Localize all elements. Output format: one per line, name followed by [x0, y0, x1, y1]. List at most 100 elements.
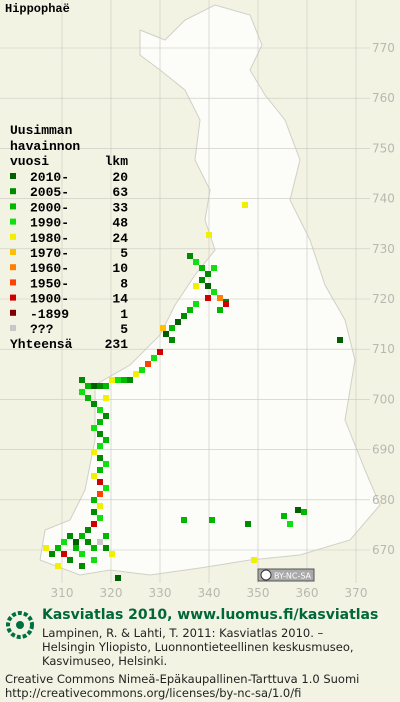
grid-label: 730 [372, 242, 395, 256]
grid-label: 770 [372, 41, 395, 55]
occurrence-square [205, 295, 211, 301]
occurrence-square [217, 307, 223, 313]
occurrence-square [97, 467, 103, 473]
legend-count: 5 [120, 246, 128, 261]
occurrence-square [242, 202, 248, 208]
logo [6, 611, 34, 639]
occurrence-square [103, 461, 109, 467]
occurrence-square [205, 271, 211, 277]
legend-label: ??? [30, 322, 54, 337]
occurrence-square [187, 253, 193, 259]
occurrence-square [157, 349, 163, 355]
legend-count: 20 [112, 170, 128, 185]
occurrence-square [337, 337, 343, 343]
legend-label: 1990- [30, 216, 69, 231]
grid-label: 750 [372, 141, 395, 155]
grid-label: 370 [345, 586, 368, 600]
grid-label: 320 [100, 586, 123, 600]
occurrence-square [209, 517, 215, 523]
occurrence-square [181, 517, 187, 523]
legend-label: -1899 [30, 307, 69, 322]
occurrence-square [91, 473, 97, 479]
occurrence-square [301, 509, 307, 515]
legend-count: 1 [120, 307, 128, 322]
grid-label: 310 [51, 586, 74, 600]
legend-count: 48 [112, 216, 128, 231]
occurrence-square [193, 283, 199, 289]
occurrence-square [223, 301, 229, 307]
citation-line: Helsingin Yliopisto, Luonnontieteellinen… [42, 640, 354, 654]
occurrence-square [217, 295, 223, 301]
occurrence-square [187, 307, 193, 313]
legend-count: 14 [112, 292, 128, 307]
occurrence-square [151, 355, 157, 361]
occurrence-square [103, 545, 109, 551]
occurrence-square [139, 367, 145, 373]
grid-label: 710 [372, 342, 395, 356]
occurrence-square [79, 563, 85, 569]
occurrence-square [91, 521, 97, 527]
occurrence-square [199, 265, 205, 271]
grid-label: 360 [296, 586, 319, 600]
legend-header: havainnon [10, 139, 80, 154]
occurrence-square [49, 551, 55, 557]
legend-count: 63 [112, 185, 128, 200]
occurrence-square [115, 377, 121, 383]
grid-label: 340 [198, 586, 221, 600]
legend-label: 1970- [30, 246, 69, 261]
occurrence-square [97, 491, 103, 497]
occurrence-square [103, 533, 109, 539]
occurrence-square [133, 371, 139, 377]
legend-label: 1980- [30, 231, 69, 246]
occurrence-square [97, 455, 103, 461]
grid-label: 700 [372, 392, 395, 406]
occurrence-square [73, 545, 79, 551]
occurrence-square [97, 431, 103, 437]
occurrence-square [61, 551, 67, 557]
license-badge: BY-NC-SA [257, 568, 315, 582]
occurrence-square [91, 497, 97, 503]
legend: Uusimman havainnon vuosi lkm 2010- 20 2005… [10, 123, 128, 352]
legend-header: lkm [105, 154, 129, 169]
legend-swatch [10, 309, 16, 316]
occurrence-square [97, 383, 103, 389]
occurrence-square [55, 545, 61, 551]
legend-swatch [10, 279, 16, 286]
grid-label: 690 [372, 443, 395, 457]
grid-label: 680 [372, 493, 395, 507]
occurrence-square [79, 533, 85, 539]
legend-swatch [10, 325, 16, 331]
legend-swatch [10, 294, 16, 301]
legend-label: 1900- [30, 292, 69, 307]
occurrence-square [103, 413, 109, 419]
occurrence-square [85, 527, 91, 533]
license-line: http://creativecommons.org/licenses/by-n… [5, 686, 301, 700]
occurrence-square [91, 425, 97, 431]
badge-text: BY-NC-SA [274, 572, 312, 581]
legend-total: 231 [105, 337, 129, 352]
occurrence-square [97, 419, 103, 425]
occurrence-square [91, 383, 97, 389]
legend-count: 24 [112, 231, 128, 246]
legend-swatch [10, 203, 16, 210]
logo-center [16, 621, 24, 629]
occurrence-square [103, 437, 109, 443]
map-title: Hippophaë [5, 2, 70, 16]
occurrence-square [79, 551, 85, 557]
occurrence-square [145, 361, 151, 367]
legend-label: 2000- [30, 200, 69, 215]
occurrence-square [175, 319, 181, 325]
occurrence-square [287, 521, 293, 527]
occurrence-square [85, 395, 91, 401]
legend-swatch [10, 173, 16, 179]
occurrence-square [97, 515, 103, 521]
occurrence-square [193, 259, 199, 265]
occurrence-square [295, 507, 301, 513]
citation-line: Lampinen, R. & Lahti, T. 2011: Kasviatla… [42, 626, 324, 640]
legend-count: 33 [112, 200, 128, 215]
legend-label: 2010- [30, 170, 69, 185]
occurrence-square [205, 283, 211, 289]
occurrence-square [115, 575, 121, 581]
occurrence-square [103, 485, 109, 491]
